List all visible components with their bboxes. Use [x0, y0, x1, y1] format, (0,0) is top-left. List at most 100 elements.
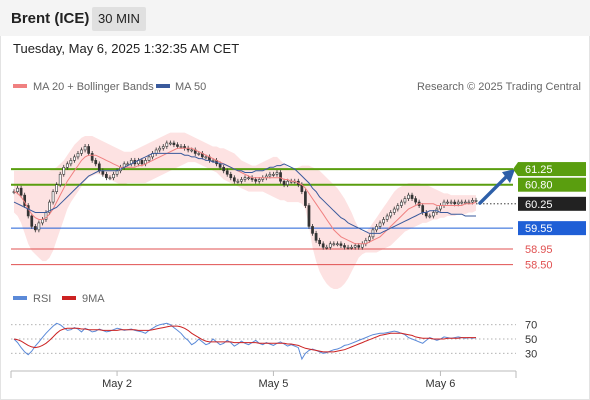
level-label-box — [518, 177, 586, 192]
candle-body — [30, 215, 34, 227]
candle-body — [314, 233, 318, 241]
candle-body — [204, 156, 208, 159]
candle-body — [456, 201, 460, 205]
timestamp: Tuesday, May 6, 2025 1:32:35 AM CET — [13, 41, 240, 56]
candle-body — [471, 200, 474, 203]
ma20-legend-label: MA 20 + Bollinger Bands — [33, 81, 154, 93]
candle-body — [229, 173, 233, 179]
candle-body — [240, 179, 243, 182]
candle-body — [368, 236, 371, 241]
projection-arrow — [478, 175, 508, 205]
level-label-box — [518, 162, 586, 177]
candle-body — [446, 201, 449, 204]
header-bar: Brent (ICE) 30 MIN — [0, 0, 590, 36]
candle-body — [87, 146, 90, 154]
level-label-58-50: 58.50 — [525, 260, 553, 272]
candle-body — [94, 160, 98, 165]
level-label-59-55: 59.55 — [518, 221, 586, 236]
bollinger-band — [14, 132, 476, 289]
candle-body — [247, 177, 250, 180]
candle-body — [421, 205, 425, 213]
candle-body — [97, 163, 101, 172]
timeframe-button[interactable]: 30 MIN — [92, 7, 146, 31]
candle-body — [211, 160, 215, 162]
level-label-text: 61.25 — [525, 164, 553, 176]
rsi-tick-label: 30 — [525, 348, 537, 360]
x-tick-label: May 5 — [258, 378, 288, 390]
ma50-legend-label: MA 50 — [175, 81, 206, 93]
candle-body — [385, 215, 389, 220]
candle-body — [126, 163, 130, 166]
candle-body — [431, 212, 435, 217]
candle-body — [80, 149, 83, 154]
candle-body — [414, 198, 417, 203]
candle-body — [48, 201, 51, 213]
candle-body — [325, 246, 329, 249]
candle-body — [339, 243, 343, 246]
ma50-legend-swatch — [156, 84, 170, 88]
candle-body — [65, 163, 69, 168]
candle-body — [474, 200, 478, 202]
candle-body — [382, 219, 385, 224]
candle-body — [165, 142, 169, 147]
rsi-ma-line — [13, 325, 476, 353]
candle-body — [403, 198, 407, 203]
candle-body — [51, 191, 55, 203]
candle-body — [396, 205, 400, 210]
candle-body — [147, 156, 151, 161]
candle-body — [321, 243, 325, 248]
candle-body — [428, 215, 432, 218]
candle-body — [343, 245, 346, 248]
candle-body — [197, 153, 201, 155]
candle-body — [336, 243, 339, 246]
candle-body — [279, 172, 282, 182]
level-label-text: 58.95 — [525, 244, 553, 256]
candle-body — [105, 173, 108, 179]
ma50-line — [13, 152, 476, 234]
candle-body — [407, 194, 410, 199]
candle-body — [257, 179, 261, 182]
candle-body — [222, 167, 226, 172]
credit-text: Research © 2025 Trading Central — [417, 81, 581, 93]
candle-body — [268, 173, 272, 177]
candle-body — [346, 246, 350, 249]
x-tick-label: May 2 — [102, 378, 132, 390]
candle-body — [16, 187, 19, 192]
candle-body — [460, 201, 464, 204]
candle-body — [62, 167, 66, 175]
level-label-58-95: 58.95 — [525, 244, 553, 256]
candle-body — [275, 172, 279, 175]
level-label-60-80: 60.80 — [518, 177, 586, 192]
candle-body — [463, 201, 467, 204]
candle-body — [243, 177, 247, 180]
candle-body — [83, 146, 87, 151]
candle-body — [176, 144, 179, 147]
rsi-legend-label: RSI — [33, 293, 51, 305]
candle-body — [112, 173, 115, 179]
candle-body — [439, 205, 442, 210]
candle-body — [158, 147, 162, 151]
candle-body — [286, 180, 290, 186]
candle-body — [76, 153, 80, 158]
candle-body — [33, 226, 37, 231]
ma20-line — [13, 147, 477, 245]
candle-body — [179, 146, 183, 148]
candle-body — [140, 160, 144, 165]
candle-body — [58, 173, 62, 185]
candle-body — [37, 222, 41, 231]
candle-body — [304, 191, 307, 206]
candle-body — [353, 245, 357, 248]
level-label-box — [518, 221, 586, 236]
candle-body — [350, 246, 353, 249]
candle-body — [272, 173, 275, 176]
level-label-text: 59.55 — [525, 223, 553, 235]
candle-body — [73, 156, 76, 161]
ma20-legend-swatch — [13, 84, 27, 88]
candle-body — [307, 205, 311, 227]
level-label-box — [518, 196, 586, 211]
level-label-text: 60.25 — [525, 199, 553, 211]
candle-body — [467, 201, 471, 204]
candle-body — [311, 226, 314, 234]
projection-arrowhead — [502, 169, 515, 184]
candle-body — [453, 201, 457, 205]
